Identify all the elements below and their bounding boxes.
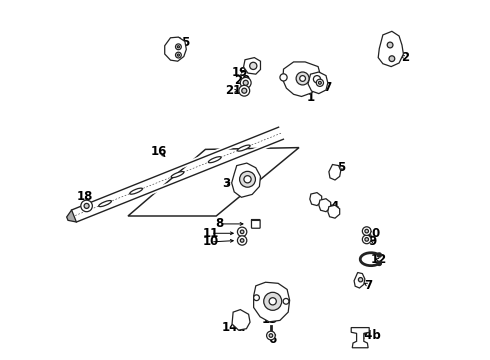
Circle shape (267, 331, 275, 340)
Circle shape (239, 85, 250, 96)
Text: 3: 3 (222, 177, 230, 190)
Circle shape (300, 76, 305, 81)
Text: 19: 19 (232, 66, 248, 78)
Ellipse shape (171, 172, 184, 177)
Polygon shape (283, 62, 320, 96)
Text: 1: 1 (306, 91, 315, 104)
Text: 7: 7 (364, 279, 372, 292)
Circle shape (175, 44, 181, 50)
Circle shape (240, 239, 244, 242)
Circle shape (387, 42, 393, 48)
Text: 5: 5 (337, 161, 345, 174)
Polygon shape (351, 328, 369, 348)
Circle shape (358, 278, 363, 282)
Text: 21: 21 (225, 84, 242, 97)
Circle shape (316, 79, 323, 86)
Text: 6: 6 (269, 333, 277, 346)
Text: 17: 17 (317, 81, 333, 94)
Polygon shape (165, 37, 186, 61)
Circle shape (242, 88, 247, 93)
Circle shape (269, 334, 273, 337)
Circle shape (269, 298, 276, 305)
Text: 10: 10 (365, 227, 381, 240)
Circle shape (264, 292, 282, 310)
FancyBboxPatch shape (251, 220, 260, 228)
Circle shape (177, 54, 179, 56)
Text: 11: 11 (203, 227, 219, 240)
Polygon shape (244, 58, 261, 74)
Circle shape (318, 81, 321, 84)
Polygon shape (329, 165, 341, 180)
Text: 10: 10 (203, 235, 219, 248)
Circle shape (238, 227, 247, 237)
Text: 13: 13 (261, 313, 278, 326)
Circle shape (238, 236, 247, 245)
Circle shape (363, 235, 371, 244)
Text: 12: 12 (371, 253, 388, 266)
Text: 14a: 14a (221, 321, 245, 334)
Circle shape (254, 295, 259, 301)
Circle shape (389, 56, 395, 62)
Circle shape (314, 76, 320, 83)
Text: 20: 20 (234, 75, 250, 87)
Ellipse shape (237, 145, 250, 151)
Ellipse shape (130, 188, 143, 194)
Text: 9: 9 (368, 235, 377, 248)
Circle shape (84, 203, 89, 208)
Polygon shape (254, 282, 290, 322)
Circle shape (81, 200, 92, 212)
Circle shape (296, 72, 309, 85)
Polygon shape (354, 273, 365, 288)
Circle shape (175, 52, 181, 58)
Polygon shape (328, 205, 340, 218)
Circle shape (243, 80, 248, 85)
Circle shape (363, 227, 371, 235)
Circle shape (250, 62, 257, 69)
Circle shape (177, 46, 179, 48)
Polygon shape (128, 148, 299, 216)
Polygon shape (232, 310, 250, 330)
Circle shape (240, 171, 255, 187)
Text: 8: 8 (216, 217, 224, 230)
Text: 4: 4 (331, 201, 339, 213)
Circle shape (283, 298, 289, 304)
Ellipse shape (208, 157, 221, 163)
Polygon shape (310, 193, 321, 206)
Polygon shape (232, 163, 261, 197)
Text: 18: 18 (76, 190, 93, 203)
Circle shape (365, 229, 368, 233)
Polygon shape (319, 199, 331, 212)
Circle shape (240, 230, 244, 234)
Circle shape (244, 176, 251, 183)
Text: 2: 2 (401, 51, 409, 64)
Circle shape (365, 238, 368, 241)
Circle shape (280, 74, 287, 81)
Ellipse shape (98, 201, 111, 207)
Text: 15: 15 (175, 36, 191, 49)
Circle shape (377, 261, 381, 266)
Circle shape (240, 77, 251, 88)
Text: 14b: 14b (357, 329, 382, 342)
Circle shape (377, 253, 381, 257)
Text: 16: 16 (151, 145, 168, 158)
Polygon shape (378, 31, 403, 67)
Polygon shape (308, 72, 328, 94)
Polygon shape (67, 210, 76, 222)
